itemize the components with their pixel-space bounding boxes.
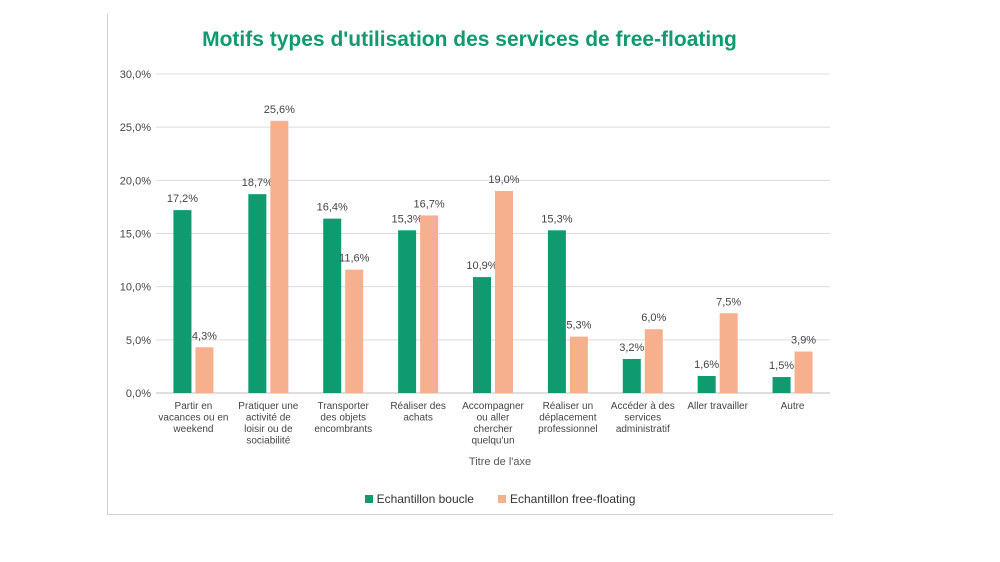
bar [622, 358, 641, 393]
bar [772, 377, 791, 393]
bar [270, 120, 289, 393]
bar [195, 347, 214, 393]
data-label: 16,4% [317, 202, 348, 214]
bar [547, 230, 566, 393]
data-label: 15,3% [541, 213, 572, 225]
bar [323, 218, 342, 393]
y-tick-label: 0,0% [126, 388, 151, 400]
y-tick-label: 30,0% [120, 69, 151, 81]
legend: Echantillon boucle Echantillon free-floa… [0, 492, 1000, 506]
bar [248, 194, 267, 393]
data-label: 17,2% [167, 193, 198, 205]
bar [794, 351, 813, 393]
y-tick-label: 10,0% [120, 282, 151, 294]
x-tick-label: Pratiquer une activité de loisir ou de soci… [238, 401, 298, 447]
data-label: 10,9% [466, 260, 497, 272]
data-label: 15,3% [392, 213, 423, 225]
bar [473, 277, 491, 393]
bar [719, 313, 738, 393]
data-label: 3,2% [619, 342, 644, 354]
data-label: 19,0% [488, 174, 519, 186]
data-label: 18,7% [242, 177, 273, 189]
x-tick-label: Accéder à des services administratif [611, 401, 675, 435]
bar [345, 269, 364, 393]
data-label: 4,3% [192, 330, 217, 342]
data-label: 3,9% [791, 335, 816, 347]
data-label: 6,0% [641, 312, 666, 324]
x-tick-label: Autre [781, 401, 805, 412]
legend-label-free-floating: Echantillon free-floating [509, 492, 636, 506]
x-axis-title: Titre de l'axe [469, 456, 531, 468]
y-tick-label: 5,0% [126, 335, 151, 347]
legend-swatch-boucle [364, 495, 373, 503]
bar [569, 336, 588, 393]
data-label: 5,3% [566, 320, 591, 332]
legend-item-free-floating: Echantillon free-floating [497, 492, 636, 506]
bar [398, 230, 417, 393]
x-tick-label: Transporter des objets encombrants [314, 401, 372, 435]
x-tick-label: Accompagner ou aller chercher quelqu'un [462, 401, 524, 447]
legend-swatch-free-floating [497, 495, 506, 503]
legend-label-boucle: Echantillon boucle [376, 492, 474, 506]
x-tick-label: Aller travailler [687, 401, 748, 412]
y-tick-label: 15,0% [120, 229, 151, 241]
data-label: 1,5% [769, 360, 794, 372]
y-tick-label: 20,0% [120, 175, 151, 187]
bar [420, 215, 439, 393]
bar [173, 210, 192, 393]
chart-title: Motifs types d'utilisation des services … [202, 28, 737, 51]
x-tick-label: Réaliser un déplacement professionnel [538, 401, 597, 435]
chart-frame [107, 14, 833, 515]
x-tick-label: Partir en vacances ou en weekend [158, 401, 228, 435]
bar [495, 190, 513, 393]
data-label: 25,6% [264, 104, 295, 116]
data-label: 11,6% [339, 253, 370, 265]
data-label: 16,7% [414, 198, 445, 210]
y-tick-label: 25,0% [120, 122, 151, 134]
data-label: 1,6% [694, 359, 719, 371]
bar [644, 329, 663, 393]
data-label: 7,5% [716, 296, 741, 308]
x-tick-label: Réaliser des achats [390, 401, 446, 424]
bar [697, 375, 716, 393]
legend-item-boucle: Echantillon boucle [364, 492, 474, 506]
